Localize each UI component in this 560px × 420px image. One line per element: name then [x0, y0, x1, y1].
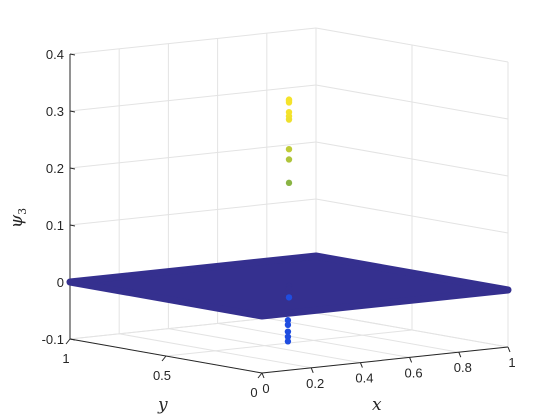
x-tick-mark: [409, 357, 413, 363]
svg-text:ψ3: ψ3: [7, 208, 29, 228]
x-tick-label: 0.6: [405, 365, 423, 380]
z-tick-mark: [69, 224, 76, 227]
x-tick-label: 0.8: [454, 360, 472, 375]
x-tick-mark: [458, 352, 462, 358]
data-point: [285, 179, 293, 187]
z-tick-mark: [69, 167, 76, 170]
data-point: [284, 328, 292, 335]
y-tick-label: 0: [250, 385, 257, 400]
z-tick-mark: [69, 338, 76, 341]
x-axis-line: [261, 346, 509, 374]
z-tick-label: 0.4: [46, 47, 64, 62]
x-tick-label: 0.4: [355, 371, 373, 386]
y-tick-mark: [161, 355, 167, 362]
data-point: [285, 289, 293, 297]
data-point: [285, 116, 293, 123]
z-tick-mark: [69, 110, 76, 113]
axes-box: [65, 53, 511, 379]
x-tick-mark: [310, 367, 314, 373]
y-axis-label: y: [157, 395, 168, 415]
x-tick-mark: [507, 346, 511, 353]
z-tick-label: 0.2: [46, 161, 64, 176]
data-point: [285, 156, 293, 163]
data-point: [284, 321, 292, 329]
data-point: [284, 333, 292, 340]
x-tick-label: 0.2: [306, 376, 324, 391]
y-tick-label: 0.5: [153, 368, 171, 383]
grid-line-z-back: [69, 198, 317, 226]
grid-line-z-back: [69, 84, 317, 112]
x-tick-mark: [261, 372, 265, 379]
data-point: [285, 294, 293, 301]
y-tick-mark: [65, 338, 71, 345]
z-axis-label: ψ3: [7, 208, 29, 228]
z-tick-label: -0.1: [42, 332, 64, 347]
z-tick-mark: [69, 53, 76, 56]
x-tick-label: 1: [508, 355, 515, 370]
z-axis-label-sub: 3: [16, 208, 29, 215]
y-tick-mark: [257, 372, 263, 379]
z-tick-label: 0.3: [46, 104, 64, 119]
data-point: [285, 99, 293, 106]
tick-labels: 0 0.2 0.4 0.6 0.8 1 0 0.5 1 -0.1 0 0.1 0.2 0.3 0.4: [42, 47, 516, 400]
grid-line-z-back: [69, 141, 317, 169]
data-point: [284, 338, 292, 345]
data-point: [284, 317, 292, 324]
y-tick-label: 1: [62, 351, 69, 366]
x-axis-label: x: [372, 395, 382, 415]
z-tick-label: 0: [57, 275, 64, 290]
z-axis-label-base: ψ: [7, 214, 27, 228]
data-point: [285, 146, 293, 153]
grid-line-z-back: [69, 27, 317, 55]
z-tick-label: 0.1: [46, 218, 64, 233]
x-tick-label: 0: [262, 381, 269, 396]
data-points: [284, 96, 293, 345]
x-tick-mark: [359, 362, 363, 368]
